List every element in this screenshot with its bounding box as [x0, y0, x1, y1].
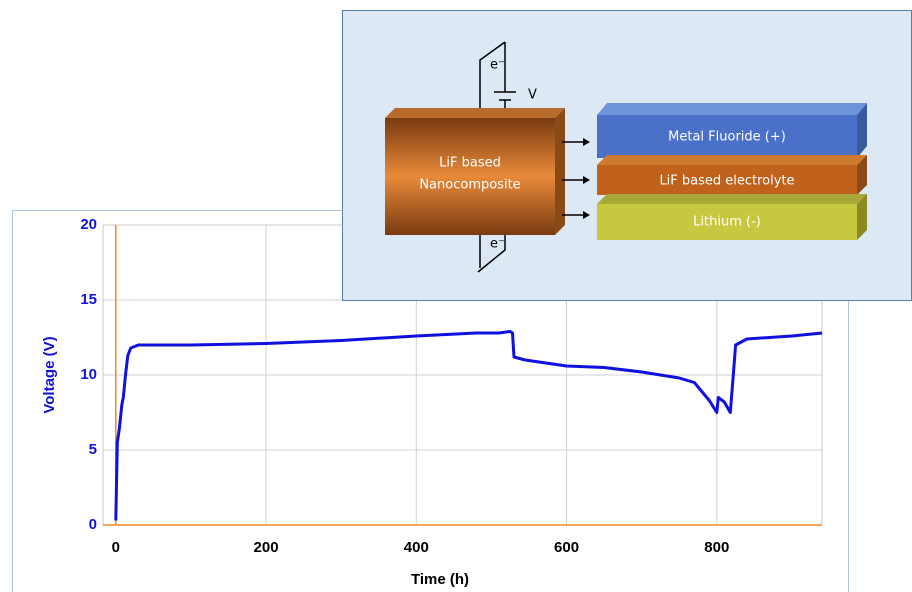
x-tick-label: 600	[554, 539, 579, 556]
layer-top	[597, 103, 867, 115]
source-label: Nanocomposite	[419, 178, 520, 193]
x-tick-label: 200	[254, 539, 279, 556]
box-side	[555, 108, 565, 235]
x-tick-label: 800	[704, 539, 729, 556]
y-tick-label: 10	[80, 366, 97, 383]
layer-label: Metal Fluoride (+)	[668, 130, 786, 145]
box-top	[385, 108, 565, 118]
y-axis-label: Voltage (V)	[41, 336, 58, 413]
y-tick-label: 15	[80, 291, 97, 308]
x-tick-label: 0	[112, 539, 120, 556]
layer-label: LiF based electrolyte	[659, 174, 794, 189]
layer-top	[597, 194, 867, 204]
electron-label: e⁻	[490, 237, 505, 252]
source-label: LiF based	[439, 156, 501, 171]
layer-label: Lithium (-)	[693, 215, 761, 230]
voltage-label: V	[528, 88, 537, 103]
x-axis-label: Time (h)	[411, 571, 469, 588]
x-tick-label: 400	[404, 539, 429, 556]
inset-diagram: LiF based Nanocomposite e⁻ V e⁻ Metal Fl…	[343, 11, 912, 301]
page: 051015200200400600800 Time (h) Voltage (…	[0, 0, 912, 592]
y-tick-label: 5	[89, 441, 97, 458]
y-tick-label: 0	[89, 516, 97, 533]
electron-label: e⁻	[490, 58, 505, 73]
y-tick-label: 20	[80, 216, 97, 233]
box-front	[385, 118, 555, 235]
layer-top	[597, 155, 867, 165]
